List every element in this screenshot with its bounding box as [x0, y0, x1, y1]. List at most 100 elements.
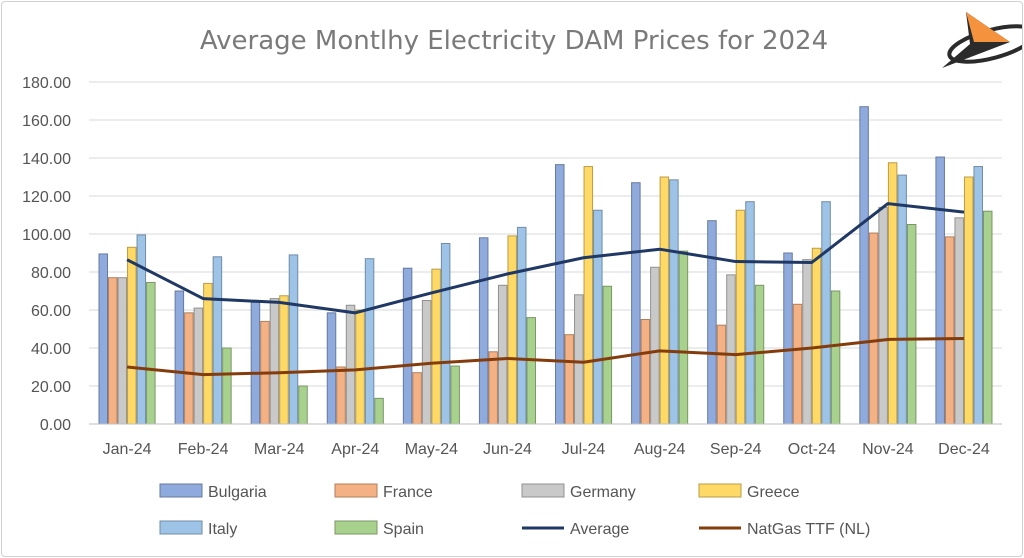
y-tick-label: 140.00 — [22, 151, 71, 168]
bar-germany — [954, 217, 964, 425]
bar-spain — [222, 347, 232, 425]
bar-greece — [355, 309, 365, 425]
legend-label: Italy — [208, 521, 237, 538]
x-tick-label: Jul-24 — [562, 441, 606, 458]
y-tick-label: 0.00 — [40, 417, 71, 434]
bar-bulgaria — [174, 290, 185, 425]
legend-label: Average — [570, 521, 629, 538]
x-tick-label: Nov-24 — [862, 441, 914, 458]
legend-item: NatGas TTF (NL) — [699, 521, 870, 538]
bar-bulgaria — [783, 252, 793, 425]
bar-greece — [127, 246, 137, 425]
bar-greece — [507, 235, 517, 425]
bar-bulgaria — [98, 253, 109, 425]
legend-label: NatGas TTF (NL) — [747, 521, 870, 538]
bar-bulgaria — [935, 156, 945, 425]
bar-spain — [678, 250, 689, 425]
bar-bulgaria — [859, 106, 869, 425]
bar-france — [412, 372, 422, 425]
bar-italy — [440, 243, 451, 425]
legend-swatch — [159, 483, 203, 498]
bar-italy — [136, 234, 147, 425]
bar-spain — [830, 290, 841, 425]
x-tick-label: Mar-24 — [254, 441, 305, 458]
bar-germany — [193, 307, 204, 425]
bar-bulgaria — [478, 237, 489, 425]
chart-title: Average Montlhy Electricity DAM Prices f… — [200, 26, 828, 56]
y-tick-label: 40.00 — [31, 341, 71, 358]
bar-spain — [602, 285, 613, 425]
bar-italy — [973, 166, 983, 425]
y-tick-label: 180.00 — [22, 75, 71, 92]
bar-greece — [279, 295, 289, 425]
legend-swatch — [334, 520, 378, 535]
bar-france — [184, 312, 194, 425]
bar-spain — [906, 224, 917, 425]
bar-france — [640, 319, 651, 425]
y-tick-label: 160.00 — [22, 113, 71, 130]
y-tick-label: 80.00 — [31, 265, 71, 282]
legend-swatch — [698, 483, 742, 498]
bar-greece — [583, 166, 594, 425]
compass-arrow-logo-icon — [942, 12, 1022, 68]
x-tick-label: Oct-24 — [788, 441, 836, 458]
bar-france — [716, 324, 727, 425]
x-tick-label: May-24 — [405, 441, 458, 458]
legend: Bulgaria France Germany Greece Italy Spain Ave… — [159, 483, 870, 538]
y-tick-label: 100.00 — [22, 227, 71, 244]
x-tick-label: Aug-24 — [634, 441, 686, 458]
x-tick-label: Apr-24 — [331, 441, 379, 458]
bar-greece — [811, 247, 822, 425]
bar-italy — [364, 258, 375, 425]
legend-label: Germany — [570, 484, 636, 501]
bar-spain — [982, 210, 993, 425]
bar-italy — [745, 201, 755, 425]
y-tick-label: 60.00 — [31, 303, 71, 320]
bar-greece — [735, 209, 746, 425]
bar-spain — [450, 365, 460, 425]
x-tick-label: Jun-24 — [483, 441, 532, 458]
bar-france — [564, 334, 575, 425]
bar-bulgaria — [631, 182, 641, 425]
bar-bulgaria — [250, 301, 261, 425]
x-tick-label: Sep-24 — [710, 441, 762, 458]
legend-item: Italy — [159, 520, 237, 538]
legend-item: Germany — [521, 483, 636, 501]
y-axis: 0.00 20.00 40.00 60.00 80.00 100.00 120.00 140.… — [22, 75, 71, 434]
y-tick-label: 20.00 — [31, 379, 71, 396]
legend-swatch — [159, 520, 203, 535]
bar-germany — [345, 304, 356, 425]
bar-germany — [878, 206, 888, 425]
x-tick-label: Jan-24 — [103, 441, 152, 458]
legend-label: Bulgaria — [208, 484, 267, 501]
legend-item: Bulgaria — [159, 483, 267, 501]
bar-france — [944, 236, 955, 425]
legend-label: Greece — [747, 484, 800, 501]
bar-spain — [754, 284, 765, 425]
line-average — [126, 202, 965, 315]
bar-italy — [212, 256, 223, 425]
legend-label: France — [383, 484, 433, 501]
gridlines — [89, 81, 1002, 425]
bar-italy — [288, 254, 299, 425]
bar-france — [108, 277, 118, 425]
bar-spain — [374, 397, 384, 425]
bar-germany — [269, 298, 280, 425]
bar-germany — [117, 277, 128, 425]
legend-label: Spain — [383, 521, 424, 538]
bar-bulgaria — [326, 312, 337, 425]
bar-france — [792, 303, 803, 425]
bar-spain — [298, 385, 308, 425]
bar-spain — [146, 281, 156, 425]
bar-germany — [650, 266, 660, 425]
bar-france — [336, 366, 346, 425]
legend-item: Average — [522, 521, 629, 538]
bar-france — [868, 232, 879, 425]
bar-bulgaria — [707, 220, 717, 425]
x-tick-label: Feb-24 — [178, 441, 229, 458]
bar-italy — [669, 179, 679, 425]
legend-item: Spain — [334, 520, 424, 538]
bar-germany — [802, 259, 812, 425]
